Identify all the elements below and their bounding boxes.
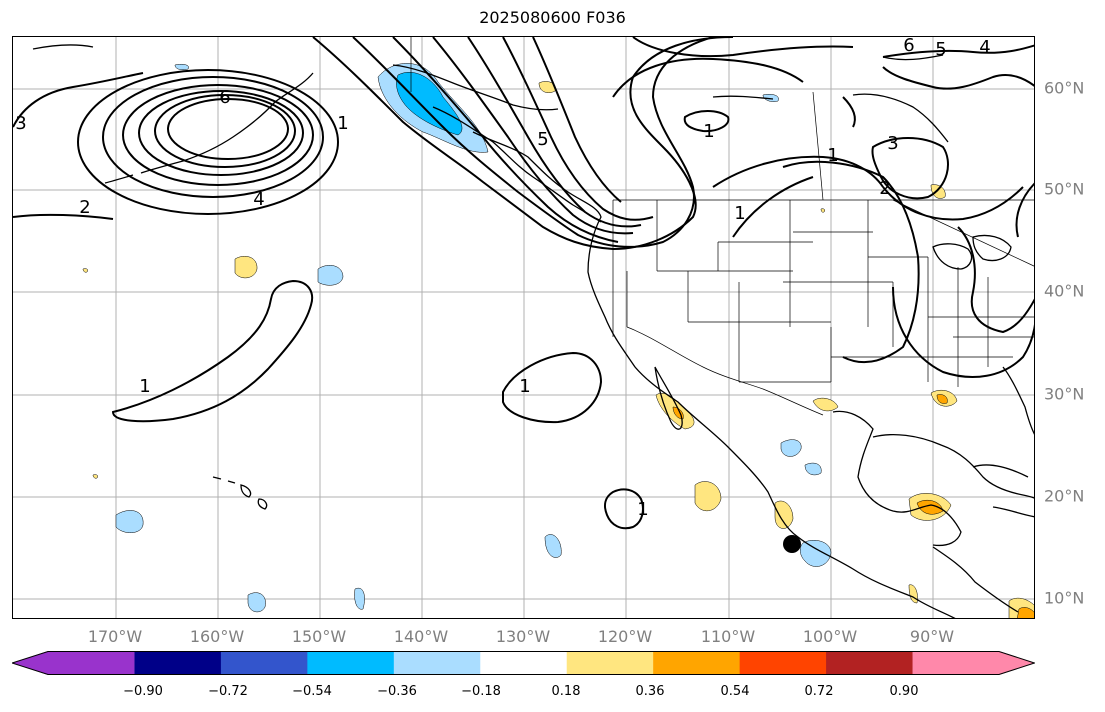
political-borders	[410, 37, 1034, 416]
colorbar-tick-label: 0.54	[720, 684, 750, 699]
contour-label: 1	[827, 145, 838, 166]
colorbar-segment	[826, 651, 914, 675]
contour-label: 5	[537, 129, 548, 150]
map-panel: 1 1 1 1 1 1 1 2 2 3 3 4 4 5 5 6 6	[12, 36, 1035, 619]
contour-label: 1	[139, 376, 150, 397]
lon-label: 100°W	[802, 627, 858, 646]
colorbar-segment	[134, 651, 222, 675]
colorbar-segment	[653, 651, 741, 675]
contour-lines	[13, 37, 1034, 530]
contour-label: 1	[703, 121, 714, 142]
colorbar-segment	[220, 651, 308, 675]
contour-label: 3	[15, 113, 26, 134]
colorbar-tick-label: 0.72	[804, 684, 834, 699]
negative-anomaly-patches	[115, 63, 832, 613]
colorbar-segment	[480, 651, 568, 675]
lon-label: 150°W	[291, 627, 347, 646]
map-title: 2025080600 F036	[479, 8, 626, 27]
contour-label: 3	[887, 133, 898, 154]
colorbar-segment	[307, 651, 395, 675]
colorbar	[12, 651, 1035, 675]
lon-label: 140°W	[393, 627, 449, 646]
lon-label: 170°W	[87, 627, 143, 646]
lat-label: 60°N	[1044, 78, 1085, 98]
colorbar-tick-label: −0.90	[123, 684, 163, 699]
coastlines	[32, 44, 1034, 618]
colorbar-extend-max	[912, 651, 1035, 675]
contour-label: 1	[519, 376, 530, 397]
contour-label: 2	[79, 197, 90, 218]
lon-label: 120°W	[597, 627, 653, 646]
contour-label: 6	[219, 87, 230, 108]
colorbar-extend-min	[12, 651, 135, 675]
contour-label-group: 1 1 1 1 1 1 1 2 2 3 3 4 4 5 5 6 6	[15, 37, 990, 520]
contour-label: 6	[903, 37, 914, 56]
map-canvas: 1 1 1 1 1 1 1 2 2 3 3 4 4 5 5 6 6	[13, 37, 1034, 618]
lat-label: 40°N	[1044, 281, 1085, 301]
colorbar-tick-label: −0.54	[292, 684, 332, 699]
colorbar-tick-label: −0.72	[208, 684, 248, 699]
graticule	[13, 37, 1034, 618]
colorbar-tick-label: 0.18	[551, 684, 581, 699]
contour-label: 4	[979, 37, 990, 58]
lat-label: 10°N	[1044, 588, 1085, 608]
contour-label: 4	[253, 189, 264, 210]
colorbar-tick-label: 0.90	[889, 684, 919, 699]
contour-label: 1	[734, 203, 745, 224]
contour-label: 1	[337, 113, 348, 134]
lon-label: 90°W	[909, 627, 955, 646]
colorbar-tick-label: −0.18	[461, 684, 501, 699]
colorbar-segment	[393, 651, 481, 675]
lat-label: 20°N	[1044, 486, 1085, 506]
colorbar-segment	[739, 651, 827, 675]
colorbar-tick-label: 0.36	[635, 684, 665, 699]
lon-label: 110°W	[700, 627, 756, 646]
lon-label: 130°W	[495, 627, 551, 646]
lat-label: 30°N	[1044, 384, 1085, 404]
colorbar-segments	[12, 651, 1035, 675]
contour-label: 1	[637, 499, 648, 520]
positive-anomaly-patches	[82, 81, 1034, 618]
lat-label: 50°N	[1044, 179, 1085, 199]
colorbar-tick-label: −0.36	[377, 684, 417, 699]
contour-label: 5	[935, 39, 946, 60]
storm-marker-dot	[783, 535, 801, 553]
lon-label: 160°W	[189, 627, 245, 646]
colorbar-outline	[12, 651, 1035, 675]
contour-label: 2	[879, 178, 890, 199]
colorbar-segment	[566, 651, 654, 675]
